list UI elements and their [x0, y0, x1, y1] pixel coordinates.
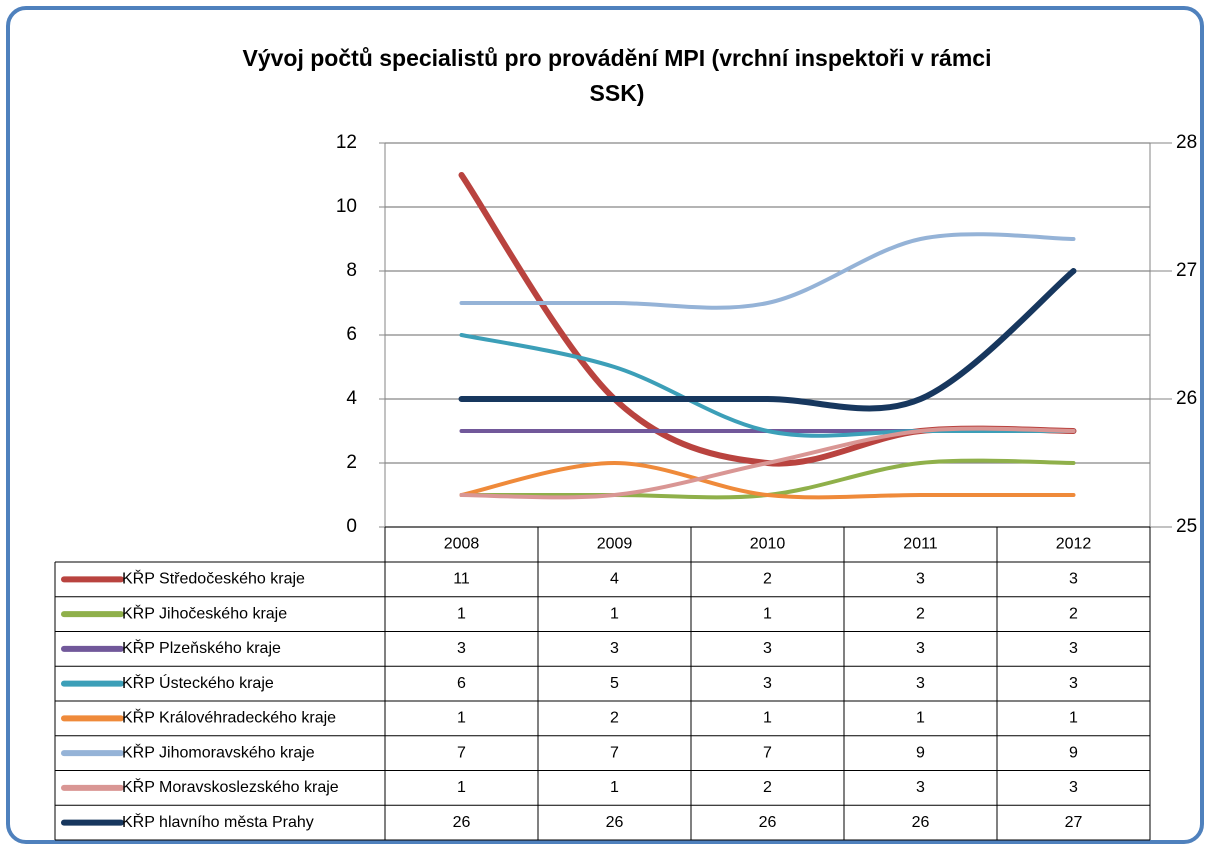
table-value: 3 — [916, 571, 925, 588]
chart-title-line2: SSK) — [590, 80, 645, 106]
table-value: 3 — [916, 779, 925, 796]
legend-label: KŘP Ústeckého kraje — [122, 673, 274, 692]
legend-label: KŘP Jihočeského kraje — [122, 603, 287, 622]
table-value: 1 — [457, 779, 466, 796]
table-value: 1 — [763, 605, 772, 622]
table-value: 5 — [610, 675, 619, 692]
table-value: 1 — [763, 710, 772, 727]
y-tick-label: 4 — [346, 388, 357, 409]
table-value: 2 — [1069, 605, 1078, 622]
table-value: 1 — [457, 605, 466, 622]
y-tick-label: 12 — [336, 132, 357, 153]
table-value: 11 — [453, 571, 470, 588]
y-tick-label: 8 — [346, 260, 357, 281]
table-value: 1 — [610, 779, 619, 796]
legend-label: KŘP Plzeňského kraje — [122, 638, 281, 657]
legend-label: KŘP Moravskoslezského kraje — [122, 777, 339, 796]
x-tick-label: 2009 — [597, 536, 633, 553]
x-tick-label: 2011 — [903, 536, 938, 553]
table-value: 26 — [453, 814, 471, 831]
y-tick-label: 0 — [346, 516, 357, 537]
x-tick-label: 2012 — [1056, 536, 1092, 553]
legend-label: KŘP Středočeského kraje — [122, 569, 305, 588]
series-line — [459, 333, 1076, 438]
chart-title-line1: Vývoj počtů specialistů pro provádění MP… — [243, 45, 992, 71]
y2-tick-label: 28 — [1176, 132, 1197, 153]
table-value: 26 — [606, 814, 624, 831]
table-value: 2 — [916, 605, 925, 622]
y2-tick-label: 27 — [1176, 260, 1197, 281]
table-value: 3 — [763, 640, 772, 657]
y2-tick-label: 26 — [1176, 388, 1197, 409]
table-value: 1 — [610, 605, 619, 622]
table-value: 4 — [610, 571, 619, 588]
table-value: 3 — [1069, 640, 1078, 657]
series-line — [459, 232, 1076, 310]
table-value: 2 — [763, 571, 772, 588]
table-value: 1 — [457, 710, 466, 727]
table-value: 6 — [457, 675, 466, 692]
table-value: 3 — [916, 640, 925, 657]
table-value: 3 — [1069, 675, 1078, 692]
legend-label: KŘP Královéhradeckého kraje — [122, 708, 336, 727]
x-tick-label: 2010 — [750, 536, 786, 553]
frame — [6, 6, 1204, 844]
y-tick-label: 10 — [336, 196, 357, 217]
y-tick-label: 6 — [346, 324, 357, 345]
legend-label: KŘP hlavního města Prahy — [122, 812, 314, 831]
legend-label: KŘP Jihomoravského kraje — [122, 742, 315, 761]
table-value: 3 — [1069, 779, 1078, 796]
table-value: 1 — [916, 710, 925, 727]
table-value: 9 — [916, 744, 925, 761]
x-tick-label: 2008 — [444, 536, 480, 553]
table-value: 26 — [759, 814, 777, 831]
series-line — [459, 426, 1076, 500]
table-value: 3 — [916, 675, 925, 692]
table-value: 26 — [912, 814, 930, 831]
y2-tick-label: 25 — [1176, 516, 1197, 537]
table-value: 1 — [1069, 710, 1078, 727]
table-value: 3 — [457, 640, 466, 657]
table-value: 9 — [1069, 744, 1078, 761]
table-value: 27 — [1065, 814, 1083, 831]
table-value: 3 — [1069, 571, 1078, 588]
table-value: 7 — [763, 744, 772, 761]
table-value: 3 — [610, 640, 619, 657]
table-value: 7 — [610, 744, 619, 761]
series-line — [459, 460, 1076, 500]
series-line — [458, 268, 1077, 412]
table-value: 2 — [610, 710, 619, 727]
table-value: 2 — [763, 779, 772, 796]
table-value: 3 — [763, 675, 772, 692]
table-value: 7 — [457, 744, 466, 761]
y-tick-label: 2 — [346, 452, 357, 473]
